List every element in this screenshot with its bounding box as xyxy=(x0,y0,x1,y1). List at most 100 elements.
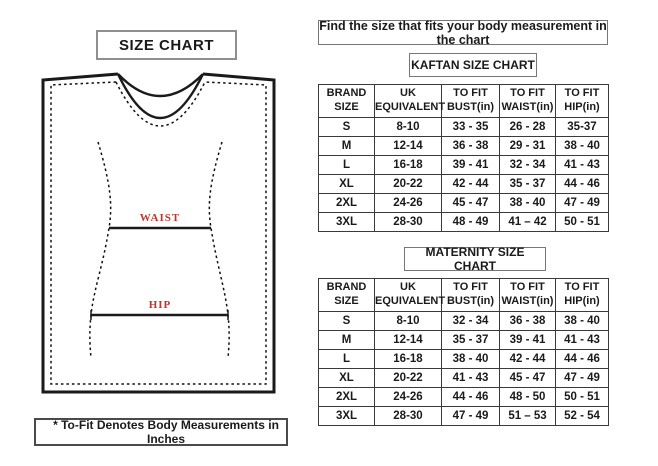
cell-bust: 48 - 49 xyxy=(441,212,500,232)
body-silhouette-right xyxy=(208,141,230,359)
cell-bust: 35 - 37 xyxy=(441,330,500,350)
cell-waist: 26 - 28 xyxy=(499,117,556,137)
cell-waist: 39 - 41 xyxy=(499,330,556,350)
cell-waist: 51 – 53 xyxy=(499,406,556,426)
col-header-waist: TO FIT WAIST(in) xyxy=(499,278,556,312)
col-header-uk-equivalent: UK EQUIVALENT xyxy=(374,278,445,312)
cell-size: M xyxy=(318,330,375,350)
cell-uk: 12-14 xyxy=(374,330,442,350)
cell-uk: 28-30 xyxy=(374,406,442,426)
table-row: XL 20-22 41 - 43 45 - 47 47 - 49 xyxy=(318,368,609,388)
dashed-neck-seam xyxy=(115,81,206,127)
cell-bust: 41 - 43 xyxy=(441,368,500,388)
cell-size: 3XL xyxy=(318,406,375,426)
cell-hip: 50 - 51 xyxy=(555,387,609,407)
kaftan-size-table: BRAND SIZE UK EQUIVALENT TO FIT BUST(in)… xyxy=(318,84,609,232)
col-header-uk-equivalent: UK EQUIVALENT xyxy=(374,84,445,118)
table-row: XL 20-22 42 - 44 35 - 37 44 - 46 xyxy=(318,174,609,194)
garment-outline xyxy=(41,72,276,394)
cell-hip: 47 - 49 xyxy=(555,368,609,388)
maternity-size-table: BRAND SIZE UK EQUIVALENT TO FIT BUST(in)… xyxy=(318,278,609,426)
cell-bust: 32 - 34 xyxy=(441,311,500,331)
waist-label: WAIST xyxy=(140,212,180,224)
cell-uk: 8-10 xyxy=(374,311,442,331)
maternity-table-title: MATERNITY SIZE CHART xyxy=(404,245,546,273)
neckline-back-curve xyxy=(117,73,204,98)
cell-bust: 33 - 35 xyxy=(441,117,500,137)
kaftan-header-row: BRAND SIZE UK EQUIVALENT TO FIT BUST(in)… xyxy=(318,84,609,118)
cell-uk: 12-14 xyxy=(374,136,442,156)
table-row: 2XL 24-26 44 - 46 48 - 50 50 - 51 xyxy=(318,387,609,407)
cell-uk: 20-22 xyxy=(374,174,442,194)
cell-uk: 20-22 xyxy=(374,368,442,388)
cell-waist: 36 - 38 xyxy=(499,311,556,331)
cell-waist: 38 - 40 xyxy=(499,193,556,213)
cell-bust: 39 - 41 xyxy=(441,155,500,175)
cell-bust: 38 - 40 xyxy=(441,349,500,369)
cell-bust: 42 - 44 xyxy=(441,174,500,194)
instruction-banner: Find the size that fits your body measur… xyxy=(318,18,608,47)
page-title: SIZE CHART xyxy=(96,30,237,60)
cell-size: 2XL xyxy=(318,193,375,213)
table-row: M 12-14 36 - 38 29 - 31 38 - 40 xyxy=(318,136,609,156)
cell-uk: 28-30 xyxy=(374,212,442,232)
cell-hip: 44 - 46 xyxy=(555,349,609,369)
cell-size: 3XL xyxy=(318,212,375,232)
hip-label: HIP xyxy=(149,299,172,311)
body-silhouette-left xyxy=(89,141,112,359)
col-header-waist: TO FIT WAIST(in) xyxy=(499,84,556,118)
cell-uk: 24-26 xyxy=(374,193,442,213)
cell-hip: 41 - 43 xyxy=(555,330,609,350)
cell-size: M xyxy=(318,136,375,156)
cell-size: XL xyxy=(318,174,375,194)
cell-size: L xyxy=(318,155,375,175)
cell-uk: 24-26 xyxy=(374,387,442,407)
col-header-hip: TO FIT HIP(in) xyxy=(555,278,609,312)
cell-waist: 41 – 42 xyxy=(499,212,556,232)
neckline-front-curve xyxy=(116,73,205,119)
cell-hip: 38 - 40 xyxy=(555,311,609,331)
cell-waist: 42 - 44 xyxy=(499,349,556,369)
cell-hip: 50 - 51 xyxy=(555,212,609,232)
cell-hip: 44 - 46 xyxy=(555,174,609,194)
table-row: M 12-14 35 - 37 39 - 41 41 - 43 xyxy=(318,330,609,350)
cell-bust: 45 - 47 xyxy=(441,193,500,213)
col-header-brand-size: BRAND SIZE xyxy=(318,84,375,118)
cell-uk: 16-18 xyxy=(374,349,442,369)
cell-hip: 35-37 xyxy=(555,117,609,137)
cell-hip: 38 - 40 xyxy=(555,136,609,156)
table-row: 2XL 24-26 45 - 47 38 - 40 47 - 49 xyxy=(318,193,609,213)
col-header-hip: TO FIT HIP(in) xyxy=(555,84,609,118)
col-header-bust: TO FIT BUST(in) xyxy=(441,278,500,312)
kaftan-table-title: KAFTAN SIZE CHART xyxy=(409,53,537,77)
cell-size: L xyxy=(318,349,375,369)
kaftan-garment-diagram: WAIST HIP xyxy=(41,72,276,394)
cell-waist: 35 - 37 xyxy=(499,174,556,194)
cell-waist: 48 - 50 xyxy=(499,387,556,407)
dashed-seam-border xyxy=(50,81,267,385)
to-fit-footnote: * To-Fit Denotes Body Measurements in In… xyxy=(34,418,288,446)
cell-bust: 36 - 38 xyxy=(441,136,500,156)
table-row: L 16-18 39 - 41 32 - 34 41 - 43 xyxy=(318,155,609,175)
cell-hip: 47 - 49 xyxy=(555,193,609,213)
table-row: 3XL 28-30 48 - 49 41 – 42 50 - 51 xyxy=(318,212,609,232)
col-header-brand-size: BRAND SIZE xyxy=(318,278,375,312)
cell-hip: 41 - 43 xyxy=(555,155,609,175)
cell-hip: 52 - 54 xyxy=(555,406,609,426)
table-row: 3XL 28-30 47 - 49 51 – 53 52 - 54 xyxy=(318,406,609,426)
cell-size: XL xyxy=(318,368,375,388)
cell-waist: 29 - 31 xyxy=(499,136,556,156)
cell-uk: 8-10 xyxy=(374,117,442,137)
maternity-header-row: BRAND SIZE UK EQUIVALENT TO FIT BUST(in)… xyxy=(318,278,609,312)
cell-waist: 32 - 34 xyxy=(499,155,556,175)
cell-size: S xyxy=(318,311,375,331)
table-row: S 8-10 33 - 35 26 - 28 35-37 xyxy=(318,117,609,137)
cell-bust: 44 - 46 xyxy=(441,387,500,407)
cell-size: S xyxy=(318,117,375,137)
cell-size: 2XL xyxy=(318,387,375,407)
table-row: S 8-10 32 - 34 36 - 38 38 - 40 xyxy=(318,311,609,331)
cell-bust: 47 - 49 xyxy=(441,406,500,426)
cell-uk: 16-18 xyxy=(374,155,442,175)
col-header-bust: TO FIT BUST(in) xyxy=(441,84,500,118)
